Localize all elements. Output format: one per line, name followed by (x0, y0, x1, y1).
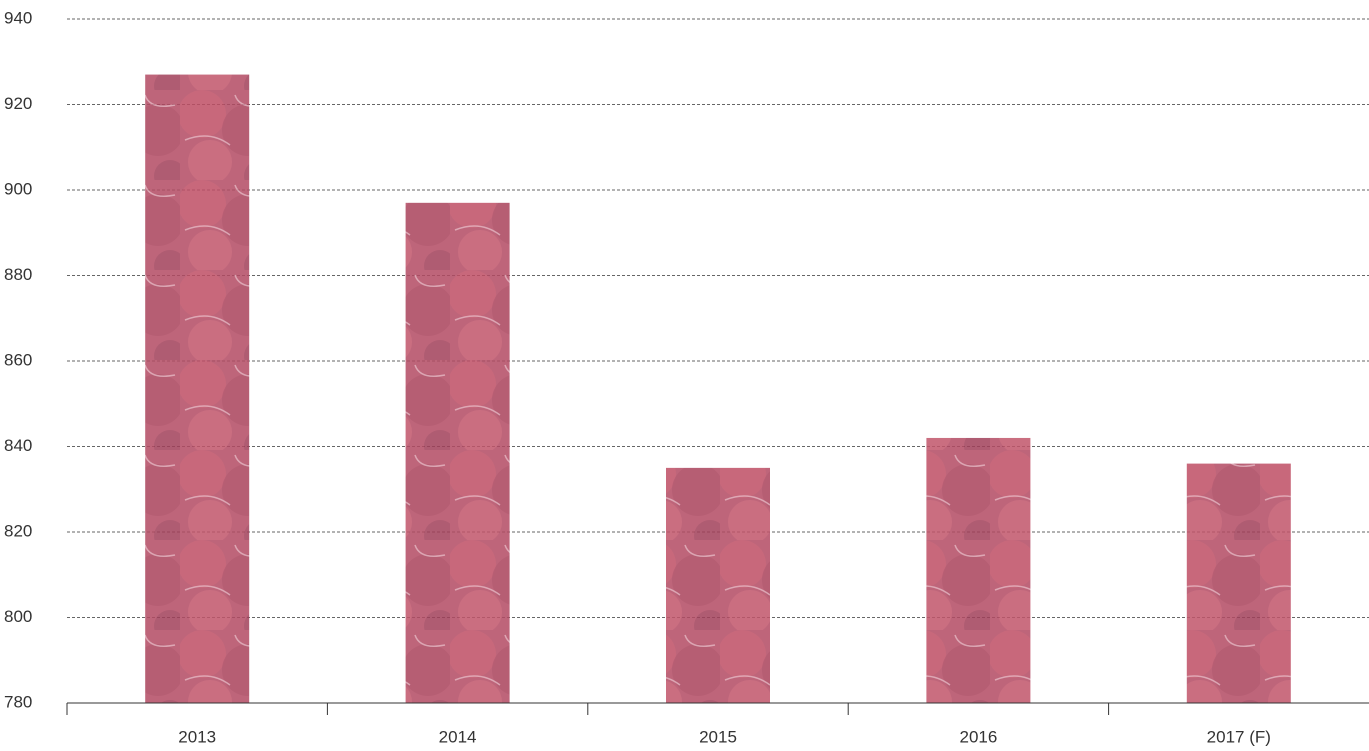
x-tick-label: 2013 (178, 727, 216, 746)
y-tick-label: 860 (4, 350, 32, 369)
bar (666, 467, 770, 703)
y-tick-label: 920 (4, 94, 32, 113)
x-tick-label: 2017 (F) (1207, 727, 1271, 746)
y-tick-label: 800 (4, 607, 32, 626)
bar (145, 74, 250, 703)
y-tick-label: 840 (4, 436, 32, 455)
x-tick-label: 2014 (439, 727, 477, 746)
y-tick-label: 940 (4, 8, 32, 27)
y-tick-label: 820 (4, 521, 32, 540)
bar (926, 437, 1031, 703)
y-tick-label: 780 (4, 692, 32, 711)
bar (1186, 463, 1291, 703)
y-tick-label: 880 (4, 265, 32, 284)
x-tick-label: 2015 (699, 727, 737, 746)
y-tick-label: 900 (4, 179, 32, 198)
x-tick-label: 2016 (959, 727, 997, 746)
bar (405, 202, 510, 703)
